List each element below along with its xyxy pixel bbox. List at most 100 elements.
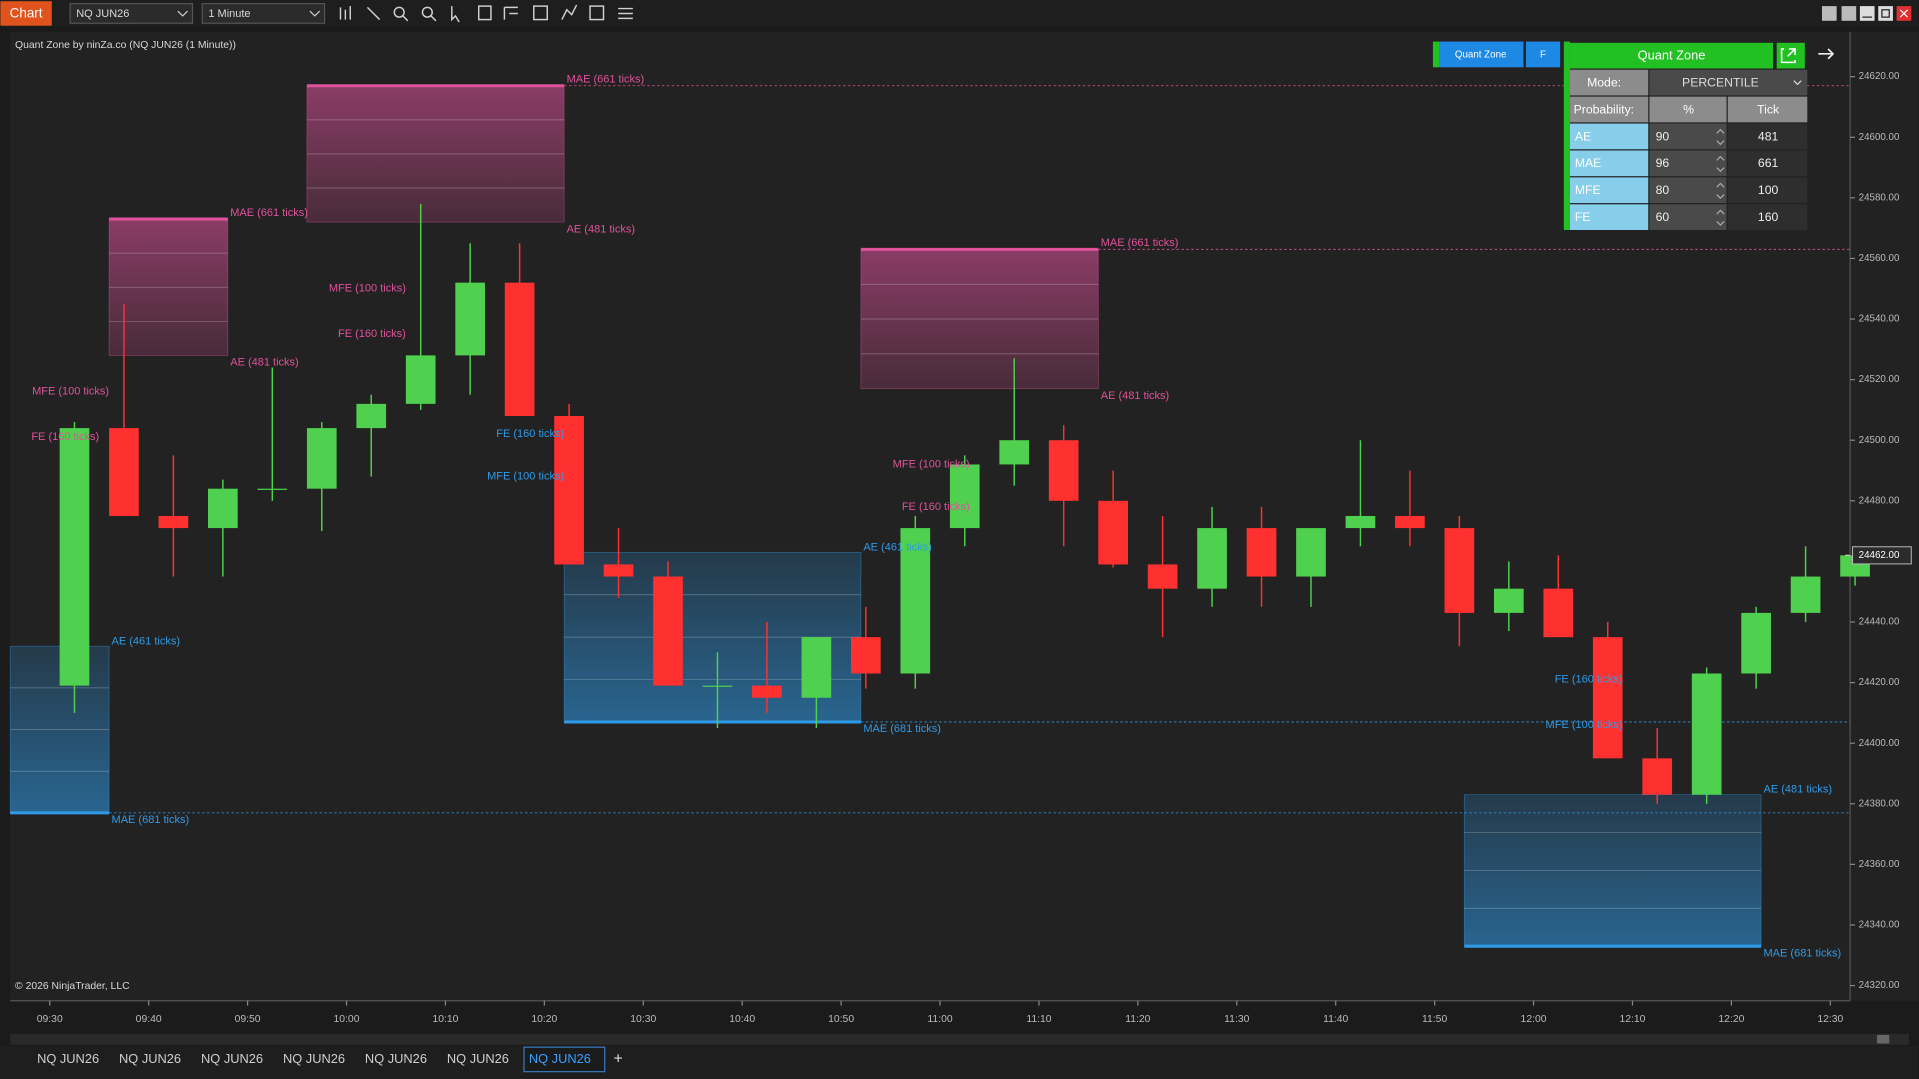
mode-label-cell [1569,69,1649,96]
zone-label: MAE (681 ticks) [863,723,941,735]
y-tick-label: 24380.00 [1859,798,1900,809]
candle-body [1147,564,1178,589]
zone-label: AE (481 ticks) [230,357,298,369]
y-tick-label: 24520.00 [1859,374,1900,385]
interval-label[interactable]: 1 Minute [208,8,250,20]
candle-body [1444,528,1475,613]
y-tick-label: 24420.00 [1859,677,1900,688]
header-cell [1727,96,1808,123]
row-name-cell [1569,204,1649,230]
panel-header [1569,42,1774,69]
instrument-label[interactable]: NQ JUN26 [76,8,129,20]
y-tick-label: 24320.00 [1859,980,1900,991]
add-tab[interactable]: + [614,1051,623,1068]
candle-body [208,488,238,529]
interval-dropdown[interactable] [201,3,326,24]
percent-value[interactable]: 60 [1656,210,1670,224]
percent-input[interactable] [1649,123,1727,150]
percent-input[interactable] [1649,204,1727,230]
spinner[interactable] [1716,209,1725,226]
f-button-label[interactable]: F [1540,50,1546,61]
active-tab[interactable] [523,1046,606,1073]
quant-zone-button[interactable] [1439,41,1524,68]
zone-label: AE (481 ticks) [567,223,635,235]
tick-value: 661 [1758,156,1779,170]
instrument-dropdown[interactable] [69,3,194,24]
tab-label[interactable]: NQ JUN26 [365,1051,427,1066]
annotation: MFE (100 ticks) [487,470,564,482]
tick-cell [1727,177,1808,204]
candle-body [1296,528,1326,577]
chart-button-label[interactable]: Chart [10,6,43,21]
candle-body [1246,528,1277,577]
popout-icon [1780,48,1796,64]
f-button[interactable] [1525,41,1561,68]
spinner[interactable] [1716,155,1725,173]
toolbar-icons[interactable] [339,4,633,23]
row-name: AE [1575,129,1591,143]
collapse-arrow[interactable] [1818,48,1835,60]
annotation: MFE (100 ticks) [1546,719,1623,731]
last-price-box [1852,546,1912,565]
zone-label: MAE (681 ticks) [112,814,190,826]
candle-body [1642,758,1673,795]
candle-body [851,637,881,674]
tick-value: 481 [1758,129,1779,143]
percent-input[interactable] [1649,150,1727,177]
percent-value[interactable]: 80 [1656,183,1670,197]
x-tick-label: 10:30 [630,1014,656,1025]
candle-body [653,576,683,686]
percent-value[interactable]: 90 [1656,129,1670,143]
zone-label: AE (481 ticks) [1764,784,1832,796]
panel-title: Quant Zone [1638,48,1706,63]
window-buttons[interactable] [1821,6,1912,21]
last-price-label: 24462.00 [1859,550,1900,561]
annotation: FE (160 ticks) [1555,673,1623,685]
tab-label[interactable]: NQ JUN26 [37,1051,99,1066]
labels: MAE (661 ticks) AE (481 ticks) MAE (661 ti… [31,74,1841,960]
spinner[interactable] [1716,182,1725,200]
tab-label[interactable]: NQ JUN26 [447,1051,509,1066]
scrollbar[interactable] [10,1033,1909,1045]
zone-label: MAE (681 ticks) [1764,947,1842,959]
candle-body [356,403,387,429]
candle-body [109,428,139,516]
annotation: MFE (100 ticks) [32,386,109,398]
zone-label: MAE (661 ticks) [230,207,308,219]
x-tick-label: 10:20 [531,1014,557,1025]
candle-body [1741,612,1771,674]
y-tick-label: 24540.00 [1859,314,1900,325]
scroll-thumb[interactable] [1877,1034,1890,1044]
tab-label[interactable]: NQ JUN26 [283,1051,345,1066]
x-tick-label: 12:30 [1817,1014,1843,1025]
mode-dropdown[interactable] [1649,69,1808,96]
candle-body [1098,500,1128,565]
percent-value[interactable]: 96 [1656,156,1670,170]
x-tick-label: 11:20 [1125,1014,1150,1025]
row-name-cell [1569,150,1649,177]
candle-body [949,464,980,529]
chart-button[interactable] [0,1,52,26]
zone-label: MAE (661 ticks) [1101,237,1179,249]
quant-zone-panel: Quant Zone F Quant Zone Mode: PERCENTILE… [1432,41,1835,230]
mode-label: Mode: [1587,75,1621,89]
quant-zone-button-label[interactable]: Quant Zone [1455,50,1507,61]
x-tick-label: 11:10 [1026,1014,1051,1025]
percent-input[interactable] [1649,177,1727,204]
panel-rows: AE 90 481 MAE 96 661 MFE 80 100 FE 60 160 [1569,123,1808,230]
panel-strip [1563,41,1570,230]
annotation: FE (160 ticks) [496,428,564,440]
x-tick-label: 11:00 [927,1014,952,1025]
y-tick-label: 24440.00 [1859,617,1900,628]
tick-cell [1727,150,1808,177]
mode-value[interactable]: PERCENTILE [1682,75,1759,89]
tab-label[interactable]: NQ JUN26 [119,1051,181,1066]
tab-label[interactable]: NQ JUN26 [201,1051,263,1066]
tick-value: 100 [1758,183,1779,197]
x-tick-label: 09:40 [136,1014,162,1025]
tab-label[interactable]: NQ JUN26 [529,1051,591,1066]
annotation: FE (160 ticks) [31,431,99,443]
spinner[interactable] [1716,128,1725,146]
zone-box [108,218,229,356]
x-tick-label: 10:50 [828,1014,854,1025]
